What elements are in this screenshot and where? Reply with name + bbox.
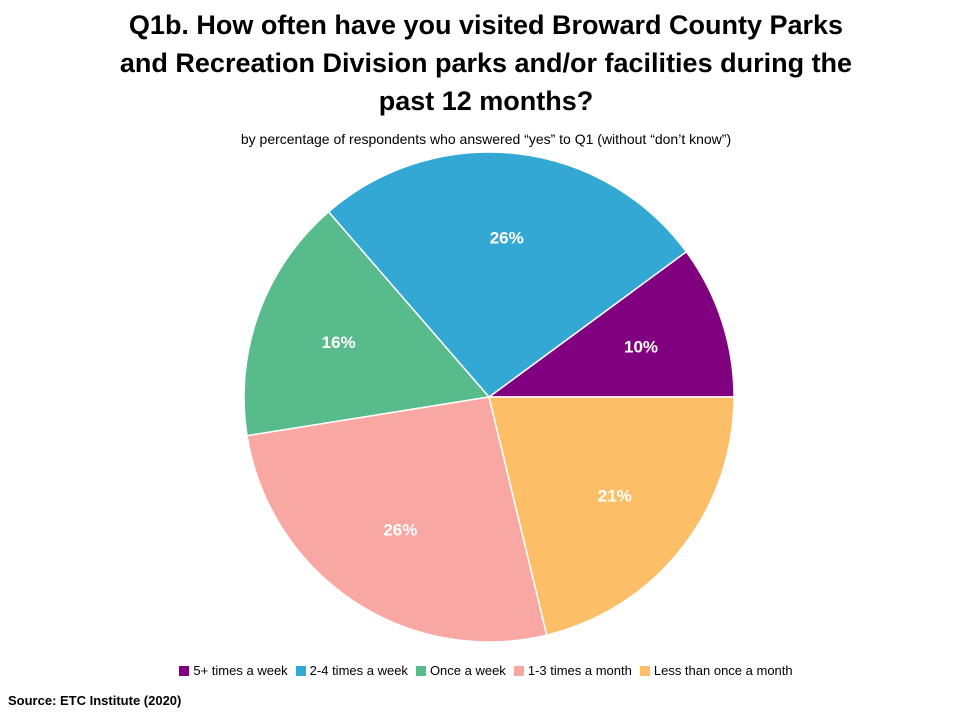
legend-label-less-than-once-a-month: Less than once a month bbox=[653, 663, 793, 678]
pie-label-once-a-week: 16% bbox=[322, 333, 356, 352]
chart-title: Q1b. How often have you visited Broward … bbox=[40, 6, 932, 120]
title-line-1: Q1b. How often have you visited Broward … bbox=[128, 10, 844, 40]
legend-label-5-plus-times-a-week: 5+ times a week bbox=[193, 663, 288, 678]
legend-item-2-4-times-a-week: 2-4 times a week bbox=[295, 663, 408, 679]
legend-swatch-less-than-once-a-month bbox=[639, 666, 650, 676]
legend-item-5-plus-times-a-week: 5+ times a week bbox=[179, 663, 288, 679]
chart-legend: 5+ times a week 2-4 times a week Once a … bbox=[0, 663, 972, 679]
source-note: Source: ETC Institute (2020) bbox=[8, 693, 182, 708]
pie-label-less-than-once-a-month: 21% bbox=[598, 486, 632, 505]
legend-swatch-5-plus-times-a-week bbox=[179, 666, 190, 676]
pie-label-5-plus-times-a-week: 10% bbox=[624, 338, 658, 357]
legend-item-1-3-times-a-month: 1-3 times a month bbox=[513, 663, 632, 679]
legend-label-once-a-week: Once a week bbox=[429, 663, 506, 678]
title-line-3: past 12 months? bbox=[378, 86, 594, 116]
chart-subtitle: by percentage of respondents who answere… bbox=[240, 131, 732, 147]
legend-swatch-1-3-times-a-month bbox=[513, 666, 524, 676]
legend-swatch-once-a-week bbox=[415, 666, 426, 676]
pie-slice-1-3-times-a-month bbox=[246, 396, 548, 643]
pie-slice-2-4-times-a-week bbox=[327, 151, 688, 399]
pie-slice-once-a-week bbox=[243, 210, 491, 437]
pie-label-2-4-times-a-week: 26% bbox=[490, 228, 524, 247]
legend-label-2-4-times-a-week: 2-4 times a week bbox=[309, 663, 408, 678]
pie-label-1-3-times-a-month: 26% bbox=[383, 521, 417, 540]
legend-label-1-3-times-a-month: 1-3 times a month bbox=[527, 663, 632, 678]
legend-item-less-than-once-a-month: Less than once a month bbox=[639, 663, 793, 679]
legend-item-once-a-week: Once a week bbox=[415, 663, 506, 679]
pie-slice-less-than-once-a-month bbox=[488, 396, 735, 637]
title-line-2: and Recreation Division parks and/or fac… bbox=[119, 48, 853, 78]
pie-slice-5-plus-times-a-week bbox=[486, 250, 735, 398]
legend-swatch-2-4-times-a-week bbox=[295, 666, 306, 676]
